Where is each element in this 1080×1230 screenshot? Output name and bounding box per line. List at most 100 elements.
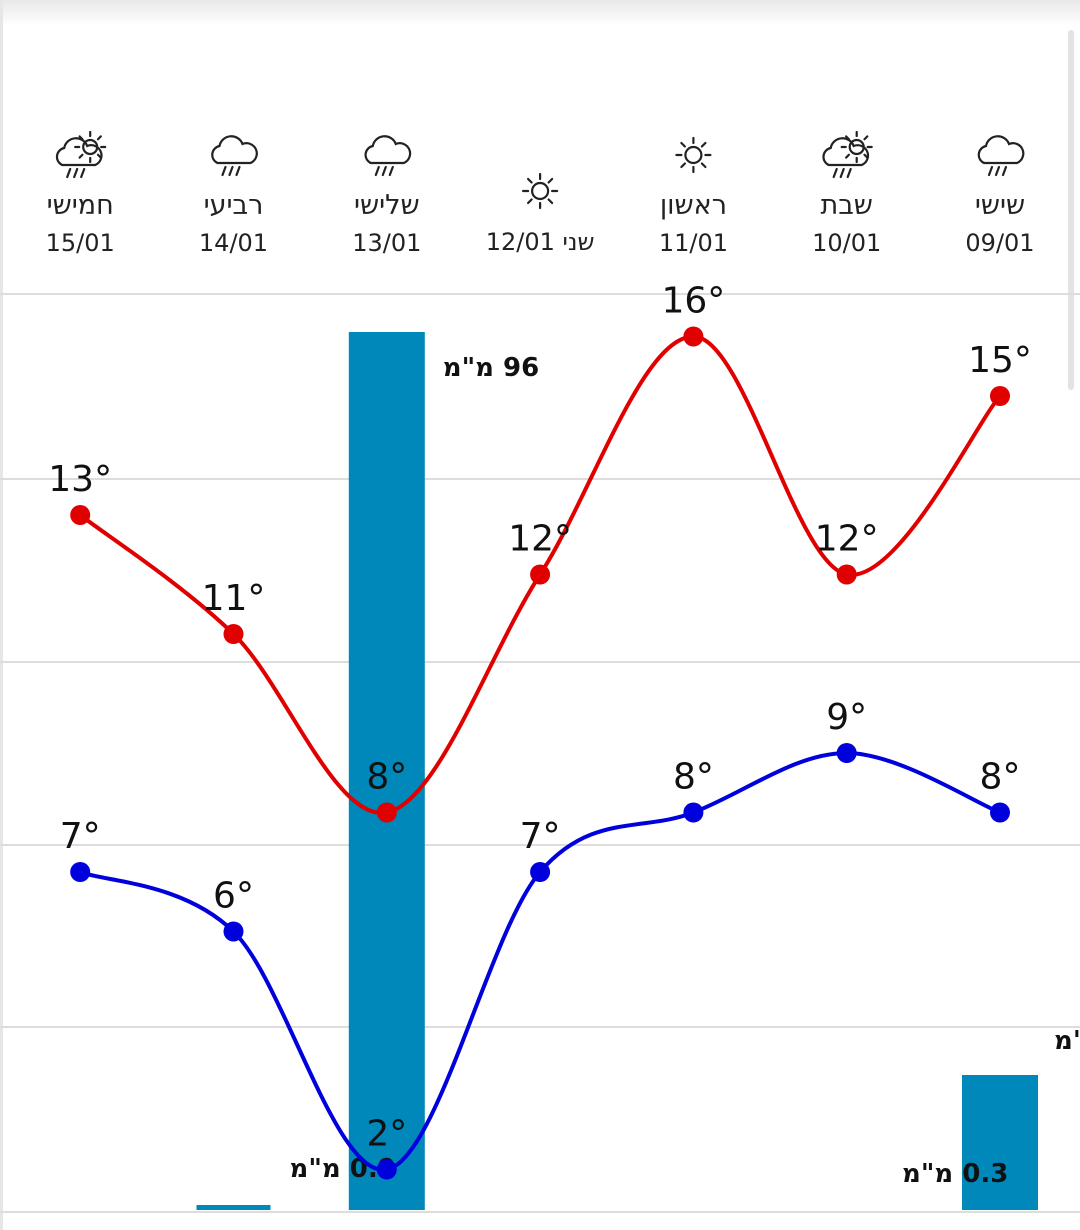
sun-icon [521,172,559,210]
temperature-lines [70,326,1010,1180]
min-temp-label-14/01: 6° [213,876,254,917]
rain-drop [839,167,845,179]
day-date-label: שני 12/01 [486,228,595,256]
sun-ray [863,135,869,141]
rain-drop [1001,165,1008,177]
scrollbar[interactable] [1068,30,1074,390]
day-date: 11/01 [659,229,728,257]
max-temp-point-11/01 [683,326,704,347]
max-temp-point-13/01 [376,802,397,823]
sun-ray [680,162,687,169]
min-temp-point-12/01 [530,862,551,882]
day-name: שישי [975,190,1025,221]
min-temp-label-11/01: 8° [673,757,714,798]
sun-ray [680,141,687,148]
rain-drop [374,165,380,177]
chart-labels: 15° 12° 16° 12° 8° 11° 13° 8° 9° 8° 7° 2° 6° 7° [48,281,1032,1155]
max-temp-label-14/01: 11° [202,578,266,619]
rain-drop [388,165,394,177]
rain-drop [987,165,994,177]
day-column-15/01: חמישי 15/01 [46,130,115,257]
sun-ray [700,162,707,169]
cloud-shape [211,135,258,165]
rain-cloud-icon [977,135,1025,177]
max-temp-label-12/01: 12° [508,519,572,560]
sun-ray [844,153,851,159]
sun-cloud-rain-icon [822,130,873,179]
max-temp-point-09/01 [990,386,1010,406]
rain-drop [381,165,387,177]
sun-ray [547,177,554,184]
day-column-14/01: רביעי 14/01 [199,135,268,257]
rain-drop [228,165,234,177]
day-date: 09/01 [965,229,1034,257]
cloud-shape [977,135,1025,165]
rain-drop [235,165,241,177]
sun-icon [675,136,712,174]
day-name: שבת [820,190,872,221]
sun-disk [684,145,703,165]
day-date: 13/01 [352,229,421,257]
rain-drop [221,165,227,177]
day-column-09/01: שישי 09/01 [965,135,1035,257]
rain-drop [994,165,1001,177]
rain-drop [80,167,86,179]
rain-label-extra: 0.3 מ"מ [902,1159,1008,1189]
max-temp-label-10/01: 12° [815,519,879,560]
rain-bar-13/01 [348,332,425,1210]
day-header: שישי 09/01 שבת 10/01 ראשון 11/01 שני 12/01 שליש… [46,130,1035,257]
max-temp-point-15/01 [70,505,91,525]
day-date: 10/01 [812,229,881,257]
day-date: 15/01 [46,229,115,257]
sun-ray [78,153,84,159]
max-temp-label-09/01: 15° [968,340,1032,381]
min-temp-point-10/01 [836,743,857,763]
day-column-13/01: שלישי 13/01 [352,135,421,257]
sun-ray [96,135,102,141]
max-temp-point-12/01 [530,564,551,585]
max-temp-point-14/01 [223,624,244,644]
day-name: חמישי [47,190,114,221]
day-column-11/01: ראשון 11/01 [659,136,728,257]
day-column-12/01: שני 12/01 [486,172,595,256]
rain-drop [832,167,838,179]
min-temp-label-13/01: 2° [366,1114,407,1155]
cloud-shape [55,137,103,167]
min-temp-point-13/01 [376,1159,397,1180]
min-temp-label-15/01: 7° [60,816,101,857]
grid-lines [0,293,1080,1213]
left-edge [0,0,3,1230]
min-temp-point-15/01 [70,862,91,882]
rain-cloud-icon [364,135,412,177]
top-shadow [0,0,1080,26]
rain-drop [846,167,852,179]
rain-bar-09/01 [962,1075,1038,1210]
sun-ray [700,141,707,148]
min-temp-label-12/01: 7° [520,816,561,857]
cloud-shape [364,135,412,165]
cloud-shape [822,137,870,167]
rain-drop [66,167,72,179]
max-temp-label-15/01: 13° [48,459,112,500]
min-temp-point-09/01 [990,802,1010,823]
rain-label-13/01: 96 מ"מ [443,353,539,383]
day-name: רביעי [204,190,264,221]
rain-cloud-icon [211,135,258,177]
day-name: ראשון [660,190,727,221]
sun-ray [526,177,533,184]
min-temp-point-11/01 [683,802,704,823]
max-temp-point-10/01 [836,564,857,585]
day-column-10/01: שבת 10/01 [812,130,881,257]
max-temp-label-13/01: 8° [366,757,407,798]
sun-cloud-rain-icon [55,130,107,179]
min-temp-point-14/01 [223,921,244,942]
day-date: 14/01 [199,229,268,257]
rain-drop [73,167,79,179]
sun-ray [547,198,554,205]
min-temp-label-10/01: 9° [826,697,867,738]
max-temp-label-11/01: 16° [661,281,725,322]
day-name: שלישי [354,190,420,221]
rain-bar-14/01 [196,1205,271,1210]
rain-label-09/01: 15 מ"מ [1054,1026,1080,1056]
